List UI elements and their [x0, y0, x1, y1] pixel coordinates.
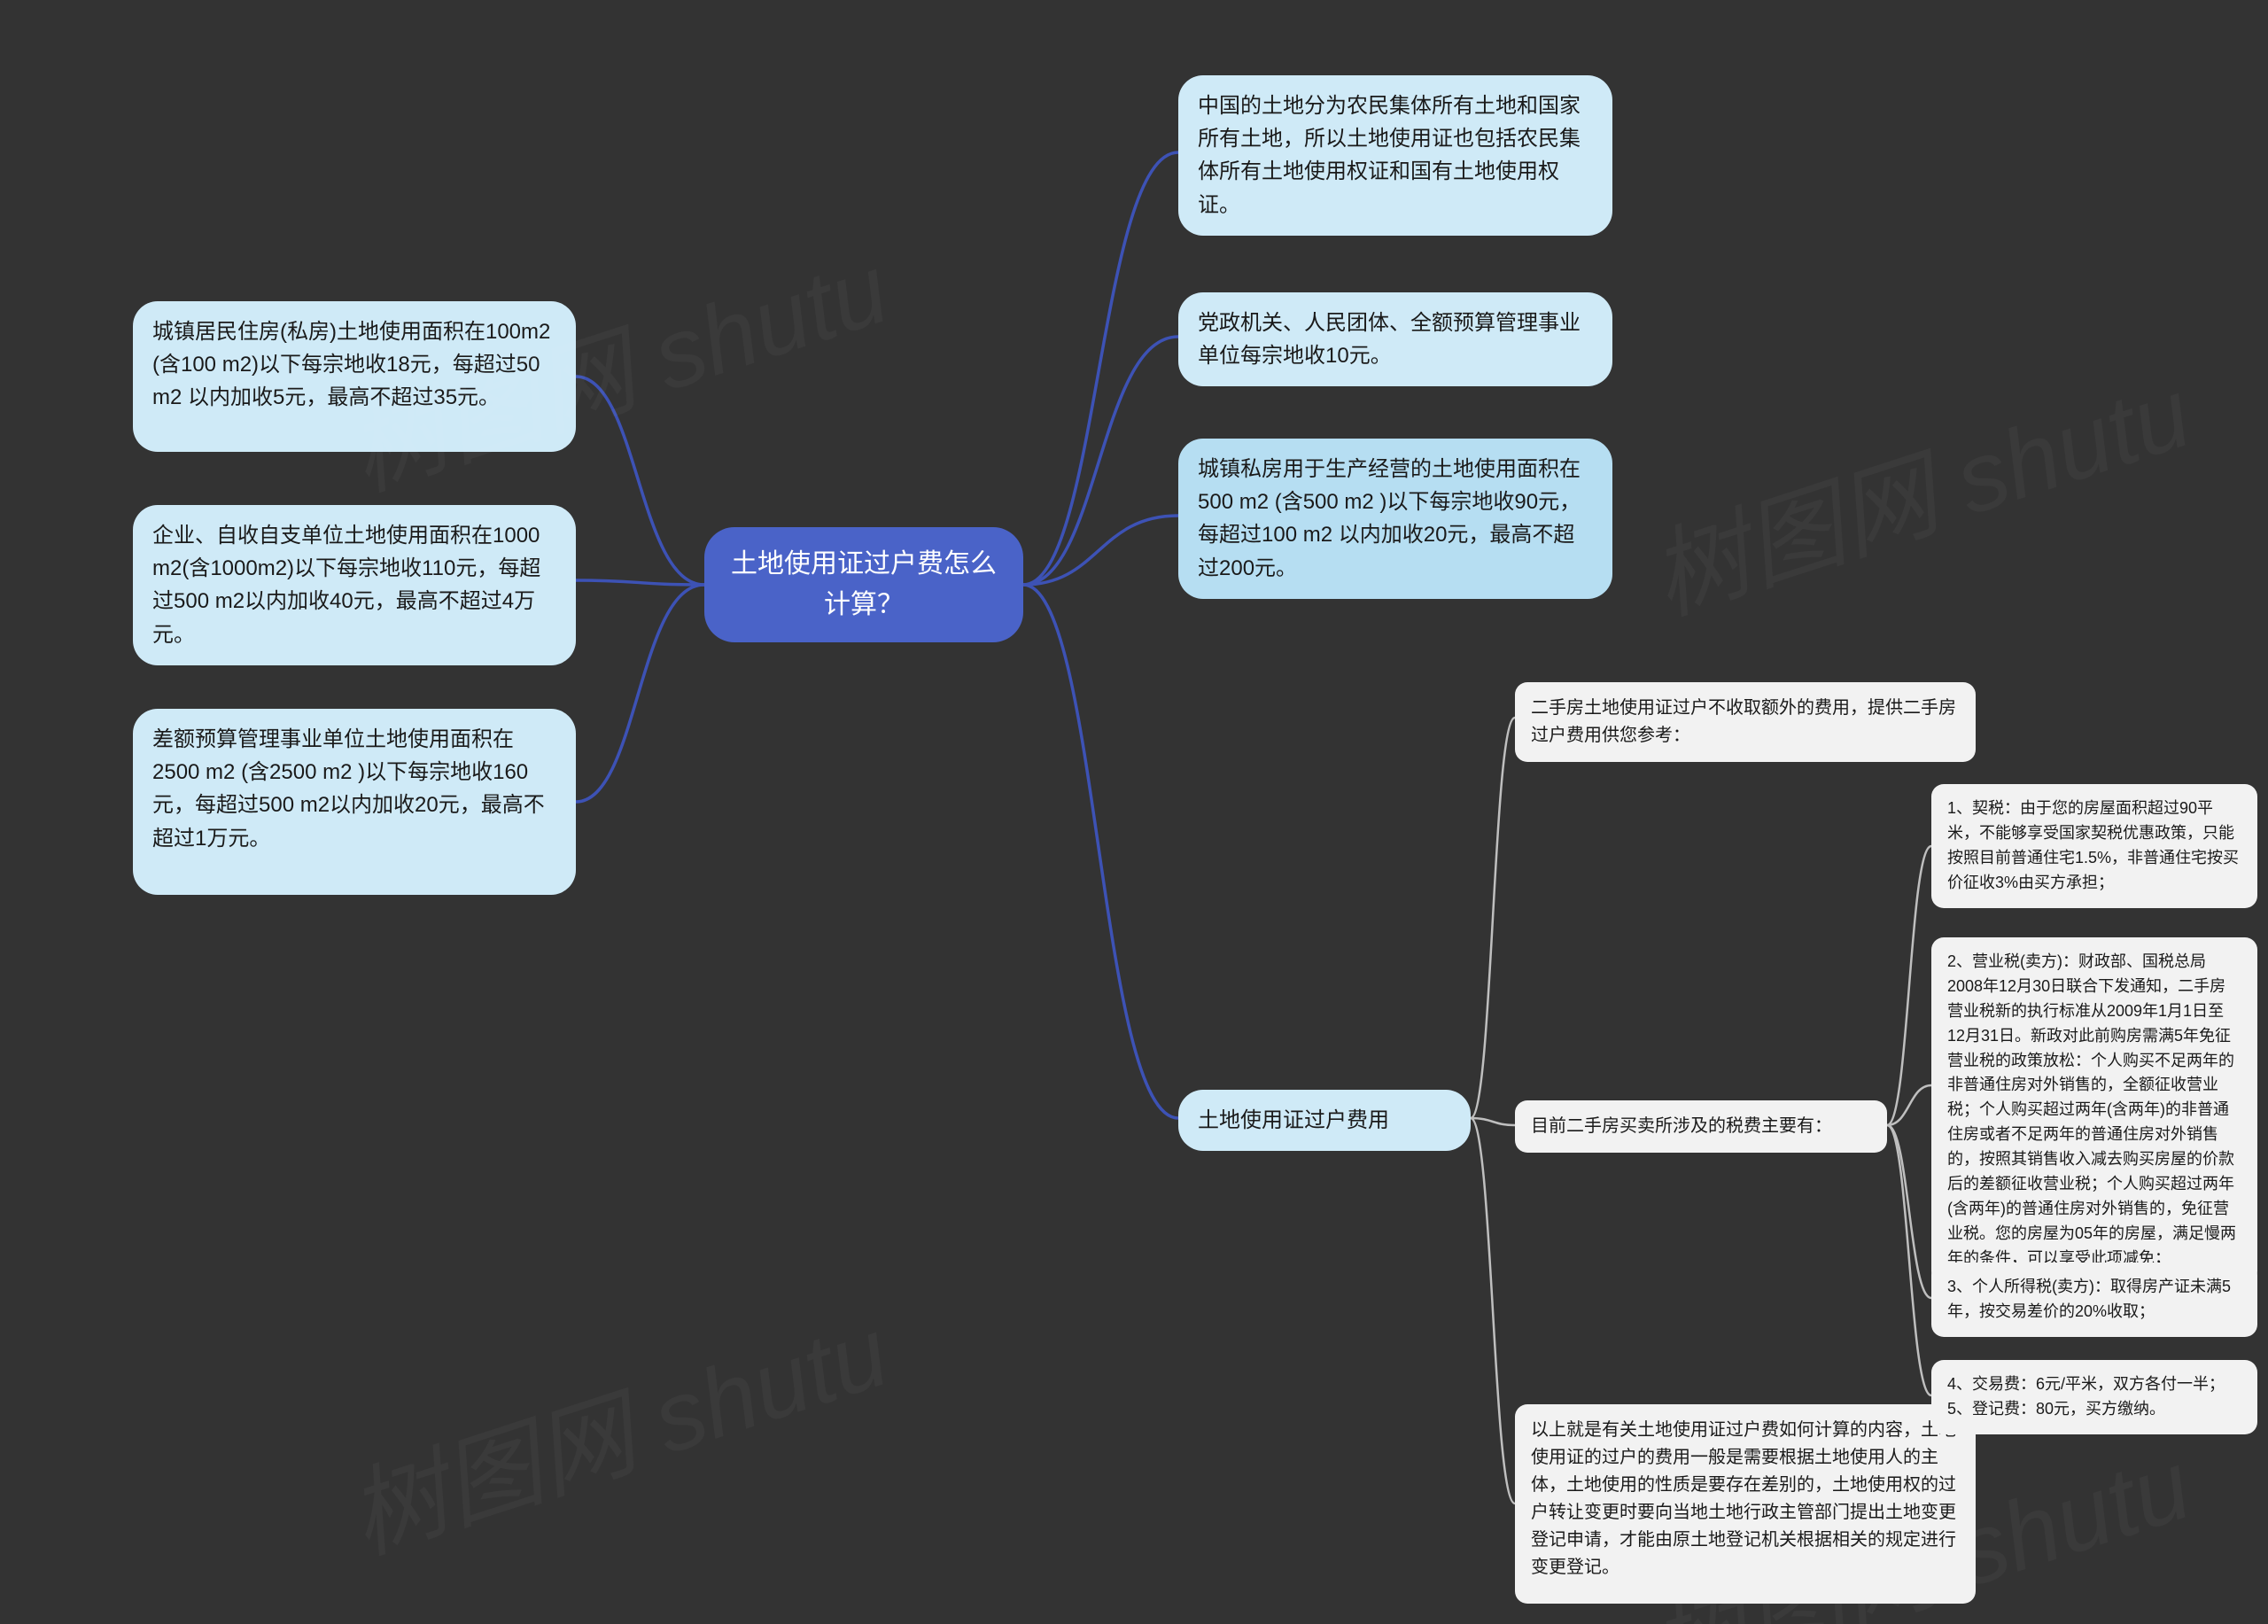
root-node: 土地使用证过户费怎么计算？ — [704, 527, 1023, 642]
mindmap-node: 中国的土地分为农民集体所有土地和国家所有土地，所以土地使用证也包括农民集体所有土… — [1178, 75, 1612, 236]
edge — [1887, 1125, 1931, 1395]
edge — [1887, 846, 1931, 1125]
edge — [1471, 1118, 1515, 1504]
mindmap-node: 党政机关、人民团体、全额预算管理事业单位每宗地收10元。 — [1178, 292, 1612, 386]
edge — [1471, 718, 1515, 1118]
edge — [1023, 516, 1178, 585]
watermark: 树图网 shutu — [329, 1273, 903, 1581]
node-text: 城镇私房用于生产经营的土地使用面积在500 m2 (含500 m2 )以下每宗地… — [1198, 457, 1581, 580]
node-text: 二手房土地使用证过户不收取额外的费用，提供二手房过户费用供您参考： — [1531, 698, 1956, 745]
mindmap-node: 4、交易费：6元/平米，双方各付一半；5、登记费：80元，买方缴纳。 — [1931, 1360, 2257, 1434]
node-text: 差额预算管理事业单位土地使用面积在2500 m2 (含2500 m2 )以下每宗… — [152, 727, 545, 851]
node-text: 4、交易费：6元/平米，双方各付一半；5、登记费：80元，买方缴纳。 — [1947, 1375, 2225, 1418]
mindmap-node: 1、契税：由于您的房屋面积超过90平米，不能够享受国家契税优惠政策，只能按照目前… — [1931, 784, 2257, 908]
node-text: 党政机关、人民团体、全额预算管理事业单位每宗地收10元。 — [1198, 311, 1581, 368]
edge — [576, 580, 704, 585]
node-text: 目前二手房买卖所涉及的税费主要有： — [1531, 1116, 1832, 1136]
edge — [1023, 337, 1178, 585]
node-text: 中国的土地分为农民集体所有土地和国家所有土地，所以土地使用证也包括农民集体所有土… — [1198, 94, 1581, 217]
edge — [1471, 1118, 1515, 1125]
mindmap-node: 土地使用证过户费用 — [1178, 1090, 1471, 1151]
edge — [1887, 1085, 1931, 1125]
node-text: 1、契税：由于您的房屋面积超过90平米，不能够享受国家契税优惠政策，只能按照目前… — [1947, 799, 2239, 891]
edge — [1023, 585, 1178, 1118]
node-text: 2、营业税(卖方)：财政部、国税总局2008年12月30日联合下发通知，二手房营… — [1947, 952, 2236, 1267]
mindmap-node: 城镇私房用于生产经营的土地使用面积在500 m2 (含500 m2 )以下每宗地… — [1178, 439, 1612, 599]
edge — [576, 377, 704, 585]
mindmap-node: 城镇居民住房(私房)土地使用面积在100m2 (含100 m2)以下每宗地收18… — [133, 301, 576, 452]
mindmap-node: 二手房土地使用证过户不收取额外的费用，提供二手房过户费用供您参考： — [1515, 682, 1976, 762]
mindmap-node: 企业、自收自支单位土地使用面积在1000 m2(含1000m2)以下每宗地收11… — [133, 505, 576, 665]
edge — [1023, 152, 1178, 585]
mindmap-node: 3、个人所得税(卖方)：取得房产证未满5年，按交易差价的20%收取； — [1931, 1263, 2257, 1337]
node-text: 3、个人所得税(卖方)：取得房产证未满5年，按交易差价的20%收取； — [1947, 1278, 2231, 1320]
mindmap-node: 目前二手房买卖所涉及的税费主要有： — [1515, 1100, 1887, 1153]
edge — [576, 585, 704, 802]
node-text: 城镇居民住房(私房)土地使用面积在100m2 (含100 m2)以下每宗地收18… — [152, 320, 550, 409]
mindmap-node: 差额预算管理事业单位土地使用面积在2500 m2 (含2500 m2 )以下每宗… — [133, 709, 576, 895]
node-text: 土地使用证过户费用 — [1198, 1108, 1389, 1132]
mindmap-node: 以上就是有关土地使用证过户费如何计算的内容，土地使用证的过户的费用一般是需要根据… — [1515, 1404, 1976, 1604]
node-text: 以上就是有关土地使用证过户费如何计算的内容，土地使用证的过户的费用一般是需要根据… — [1531, 1420, 1956, 1577]
node-text: 企业、自收自支单位土地使用面积在1000 m2(含1000m2)以下每宗地收11… — [152, 524, 540, 647]
watermark: 树图网 shutu — [1631, 334, 2205, 641]
mindmap-node: 2、营业税(卖方)：财政部、国税总局2008年12月30日联合下发通知，二手房营… — [1931, 937, 2257, 1284]
root-label: 土地使用证过户费怎么计算？ — [724, 544, 1004, 626]
edge — [1887, 1125, 1931, 1298]
